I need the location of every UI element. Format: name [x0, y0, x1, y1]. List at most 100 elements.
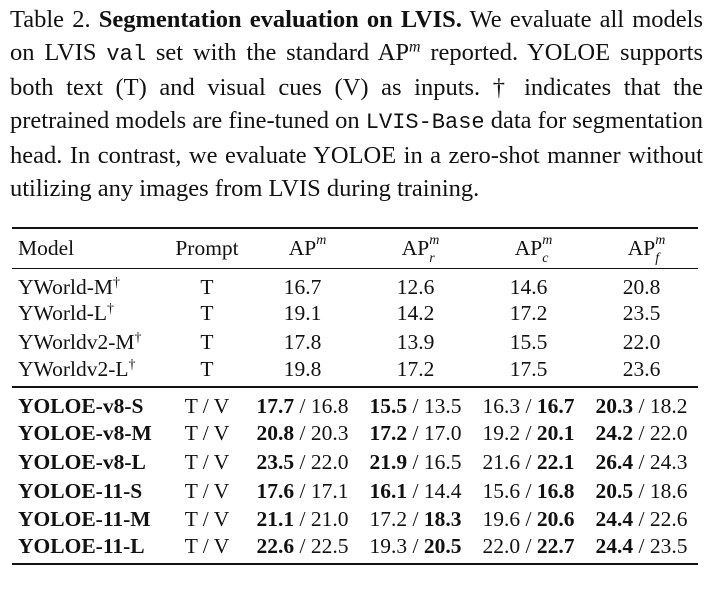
- value-cell: 22.0: [622, 330, 661, 355]
- value-cell: 19.2 / 20.1: [472, 419, 585, 448]
- value-text: 17.2 /: [369, 507, 424, 532]
- best-value: 24.2: [595, 420, 634, 445]
- model-cell: YOLOE-v8-M: [12, 419, 168, 448]
- best-value: 20.5: [423, 534, 462, 559]
- best-value: 20.5: [595, 478, 634, 503]
- value-text: 19.3 /: [369, 534, 424, 559]
- best-value: 21.9: [369, 449, 408, 474]
- model-name: YWorld-L: [18, 301, 108, 326]
- best-value: 26.4: [595, 449, 634, 474]
- value-cell: 21.9 / 16.5: [359, 448, 472, 477]
- table-row: YOLOE-11-L T / V 22.6 / 22.5 19.3 / 20.5 22.…: [12, 534, 698, 564]
- value-cell: 17.6 / 17.1: [246, 477, 359, 506]
- value-cell: 17.8: [283, 330, 322, 355]
- value-cell: 16.7: [283, 274, 322, 299]
- prompt-cell: T / V: [184, 449, 230, 474]
- value-cell: 26.4 / 24.3: [585, 448, 698, 477]
- dagger: †: [107, 301, 115, 317]
- model-name: YOLOE-11-M: [18, 507, 151, 532]
- table-row: YOLOE-v8-S T / V 17.7 / 16.8 15.5 / 13.5 16.…: [12, 387, 698, 419]
- value-text: 21.6 /: [482, 449, 537, 474]
- prompt-cell: T / V: [184, 478, 230, 503]
- value-cell: 17.2: [509, 301, 548, 326]
- value-cell: 22.6 / 22.5: [246, 534, 359, 564]
- model-name: YOLOE-11-S: [18, 478, 143, 503]
- table-row: YWorld-L† T 19.1 14.2 17.2 23.5: [12, 300, 698, 329]
- table-row: YOLOE-v8-L T / V 23.5 / 22.0 21.9 / 16.5 21.…: [12, 448, 698, 477]
- value-text: / 17.1: [294, 478, 349, 503]
- value-cell: 17.7 / 16.8: [246, 387, 359, 419]
- table-row: YWorldv2-M† T 17.8 13.9 15.5 22.0: [12, 328, 698, 357]
- caption-title: Segmentation evaluation on LVIS.: [98, 6, 462, 33]
- value-cell: 15.6 / 16.8: [472, 477, 585, 506]
- model-name: YOLOE-v8-L: [18, 449, 146, 474]
- value-text: 22.0 /: [482, 534, 537, 559]
- table-caption: Table 2. Segmentation evaluation on LVIS…: [10, 3, 703, 205]
- value-text: / 16.8: [294, 394, 349, 419]
- header-sub: f: [655, 250, 660, 266]
- column-header: AP m r: [359, 228, 472, 268]
- table-row: YOLOE-11-M T / V 21.1 / 21.0 17.2 / 18.3 19.…: [12, 505, 698, 534]
- model-cell: YWorld-M†: [12, 268, 168, 300]
- value-cell: 23.5: [622, 301, 661, 326]
- value-cell: 13.9: [396, 330, 435, 355]
- value-text: / 20.3: [294, 420, 349, 445]
- best-value: 17.2: [369, 420, 408, 445]
- model-name: YOLOE-v8-S: [18, 394, 144, 419]
- value-cell: 24.2 / 22.0: [585, 419, 698, 448]
- prompt-cell: T: [200, 357, 214, 382]
- best-value: 18.3: [423, 507, 462, 532]
- model-name: YWorld-M: [18, 274, 114, 299]
- column-header: Prompt: [168, 228, 246, 268]
- value-cell: 17.2: [396, 357, 435, 382]
- value-cell: 19.6 / 20.6: [472, 505, 585, 534]
- value-text: / 18.2: [633, 394, 688, 419]
- best-value: 16.1: [369, 478, 408, 503]
- header-label: AP m r: [402, 234, 440, 265]
- prompt-cell: T / V: [184, 394, 230, 419]
- header-text: AP: [514, 235, 543, 260]
- best-value: 21.1: [256, 507, 295, 532]
- value-cell: 19.3 / 20.5: [359, 534, 472, 564]
- value-cell: 21.1 / 21.0: [246, 505, 359, 534]
- value-cell: 16.1 / 14.4: [359, 477, 472, 506]
- header-label: AP m: [288, 234, 327, 261]
- best-value: 17.7: [256, 394, 295, 419]
- table-row: YWorldv2-L† T 19.8 17.2 17.5 23.6: [12, 357, 698, 387]
- value-text: / 22.0: [633, 420, 688, 445]
- best-value: 20.6: [536, 507, 575, 532]
- value-cell: 19.1: [283, 301, 322, 326]
- value-cell: 16.3 / 16.7: [472, 387, 585, 419]
- caption-text: reported. YOLOE supports both text (T) a…: [10, 39, 703, 134]
- value-cell: 14.2: [396, 301, 435, 326]
- dagger: †: [134, 330, 142, 346]
- column-header: AP m f: [585, 228, 698, 268]
- model-cell: YWorldv2-L†: [12, 357, 168, 387]
- best-value: 15.5: [369, 394, 408, 419]
- caption-text: Table 2.: [10, 6, 99, 33]
- value-cell: 23.6: [622, 357, 661, 382]
- prompt-cell: T / V: [184, 534, 230, 559]
- value-cell: 15.5 / 13.5: [359, 387, 472, 419]
- model-cell: YOLOE-11-L: [12, 534, 168, 564]
- prompt-cell: T: [200, 330, 214, 355]
- model-name: YOLOE-v8-M: [18, 420, 152, 445]
- best-value: 22.1: [536, 449, 575, 474]
- model-name: YOLOE-11-L: [18, 534, 145, 559]
- value-text: / 14.4: [407, 478, 462, 503]
- value-cell: 24.4 / 22.6: [585, 505, 698, 534]
- column-header: AP m: [246, 228, 359, 268]
- model-cell: YWorldv2-M†: [12, 328, 168, 357]
- value-text: / 24.3: [633, 449, 688, 474]
- prompt-cell: T / V: [184, 507, 230, 532]
- best-value: 24.4: [595, 534, 634, 559]
- value-cell: 14.6: [509, 274, 548, 299]
- best-value: 23.5: [256, 449, 295, 474]
- value-cell: 15.5: [509, 330, 548, 355]
- best-value: 20.8: [256, 420, 295, 445]
- header-text: AP: [288, 235, 317, 260]
- value-text: / 13.5: [407, 394, 462, 419]
- model-cell: YWorld-L†: [12, 300, 168, 329]
- value-text: / 18.6: [633, 478, 688, 503]
- column-header: Model: [12, 228, 168, 268]
